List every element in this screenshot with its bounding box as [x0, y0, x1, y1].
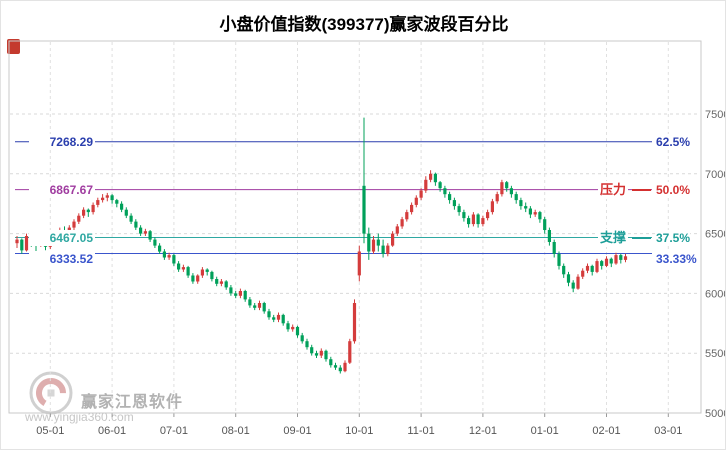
page-title: 小盘价值指数(399377)赢家波段百分比 — [219, 15, 509, 34]
ref-lines — [15, 141, 652, 254]
svg-text:06-01: 06-01 — [98, 425, 126, 437]
svg-text:01-01: 01-01 — [531, 425, 559, 437]
svg-text:03-01: 03-01 — [654, 425, 682, 437]
x-axis-labels: 05-01 06-01 07-01 08-01 09-01 10-01 11-01 12-01… — [36, 425, 682, 437]
svg-text:07-01: 07-01 — [160, 425, 188, 437]
corner-stamp-icon — [7, 39, 20, 54]
candles — [15, 117, 628, 374]
svg-text:5500: 5500 — [705, 348, 726, 360]
svg-text:10-01: 10-01 — [345, 425, 373, 437]
svg-text:6500: 6500 — [705, 229, 726, 241]
svg-text:09-01: 09-01 — [283, 425, 311, 437]
svg-text:08-01: 08-01 — [222, 425, 250, 437]
svg-text:12-01: 12-01 — [469, 425, 497, 437]
svg-text:11-01: 11-01 — [407, 425, 434, 437]
svg-text:7500: 7500 — [705, 109, 726, 121]
svg-text:7000: 7000 — [705, 169, 726, 181]
plot-border — [8, 40, 702, 414]
svg-text:02-01: 02-01 — [592, 425, 620, 437]
v-gridlines — [49, 42, 669, 417]
svg-text:6000: 6000 — [705, 288, 726, 300]
svg-text:05-01: 05-01 — [36, 425, 64, 437]
